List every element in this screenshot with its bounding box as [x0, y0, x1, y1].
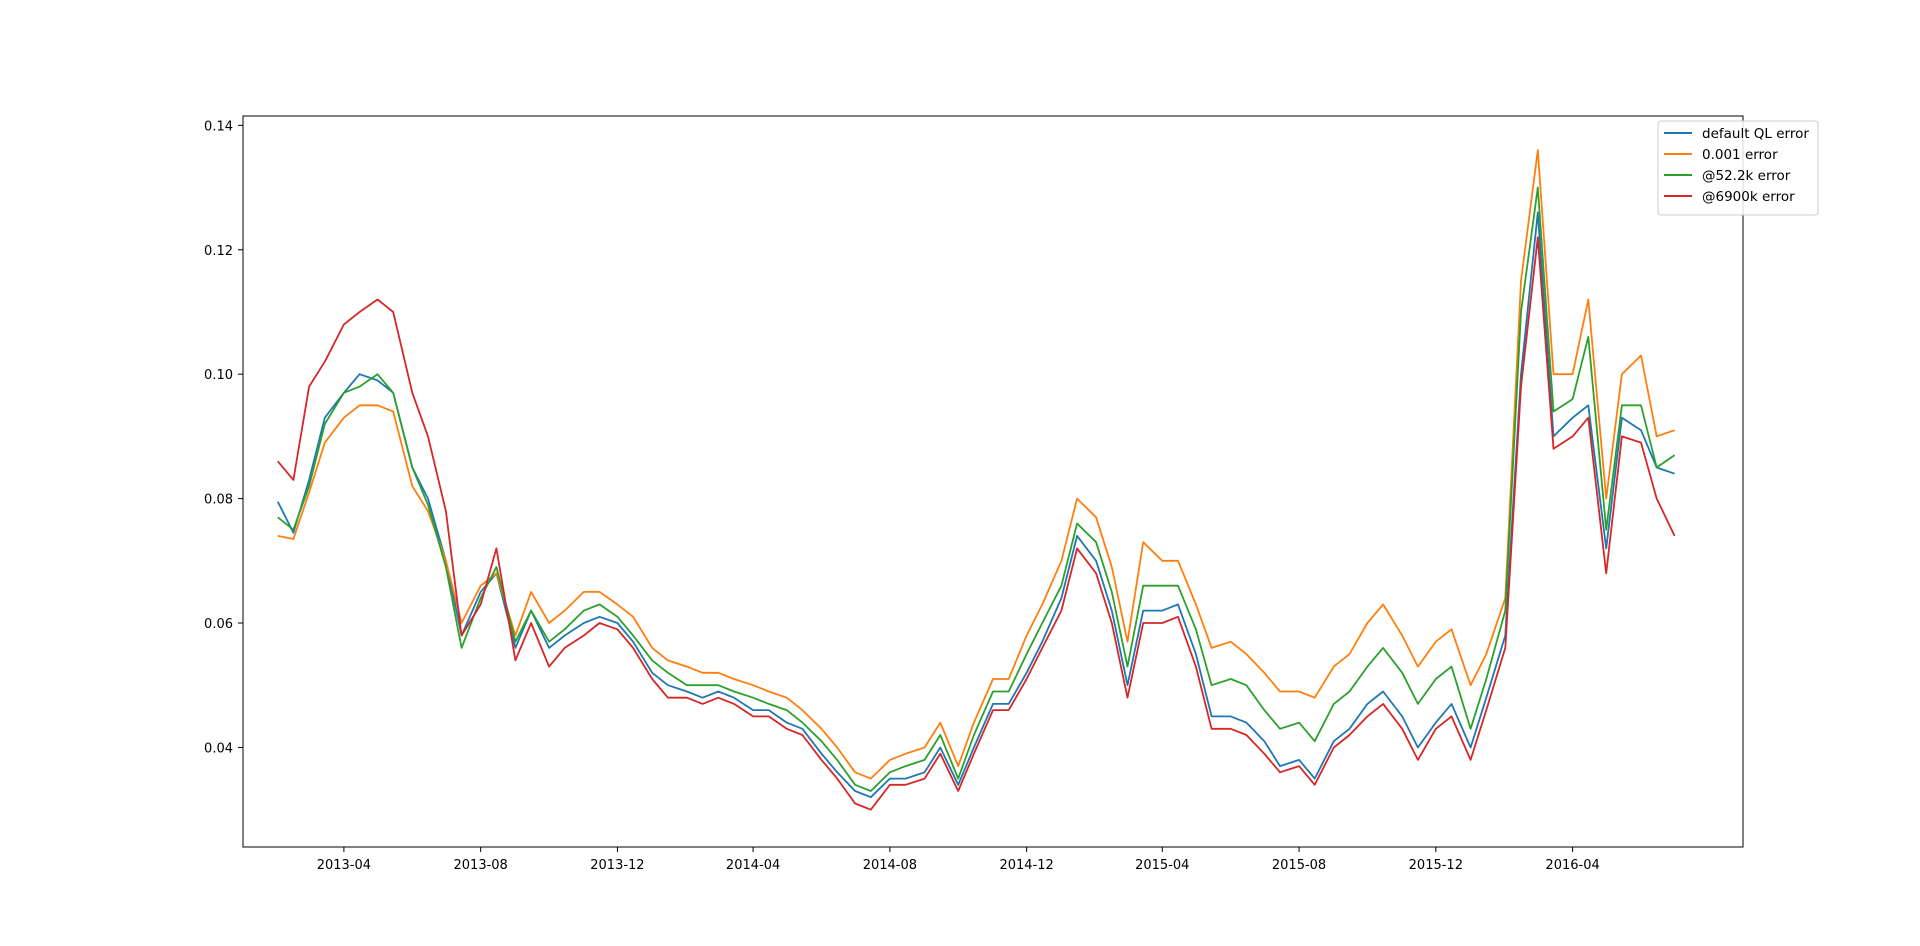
x-tick-label: 2014-04: [726, 858, 780, 873]
x-tick-label: 2016-04: [1545, 858, 1599, 873]
x-tick-label: 2013-12: [590, 858, 644, 873]
legend-label: @6900k error: [1702, 189, 1795, 205]
x-axis: 2013-04 2013-08 2013-12 2014-04 2014-08 2014-…: [317, 847, 1600, 873]
y-tick-label: 0.06: [204, 617, 233, 632]
series-line-4: [277, 236, 1676, 811]
y-tick-label: 0.10: [204, 368, 233, 383]
legend-label: default QL error: [1702, 126, 1809, 142]
y-tick-label: 0.08: [204, 493, 233, 508]
y-tick-label: 0.12: [204, 244, 233, 259]
y-tick-label: 0.04: [204, 741, 233, 756]
y-tick-label: 0.14: [204, 119, 233, 134]
x-tick-label: 2015-04: [1135, 858, 1189, 873]
x-tick-label: 2015-08: [1272, 858, 1326, 873]
series-line-3: [277, 186, 1676, 792]
x-tick-label: 2013-04: [317, 858, 371, 873]
plot-frame: [242, 115, 1744, 848]
series-layer: [276, 149, 1676, 811]
x-tick-label: 2014-12: [999, 858, 1053, 873]
legend-label: @52.2k error: [1702, 168, 1791, 184]
x-tick-label: 2015-12: [1409, 858, 1463, 873]
x-tick-label: 2013-08: [454, 858, 508, 873]
legend-label: 0.001 error: [1702, 147, 1778, 163]
legend-box: [1657, 120, 1819, 216]
legend: default QL error 0.001 error @52.2k error @…: [1657, 120, 1819, 216]
x-tick-label: 2014-08: [863, 858, 917, 873]
y-axis: 0.04 0.06 0.08 0.10 0.12 0.14: [204, 119, 243, 756]
